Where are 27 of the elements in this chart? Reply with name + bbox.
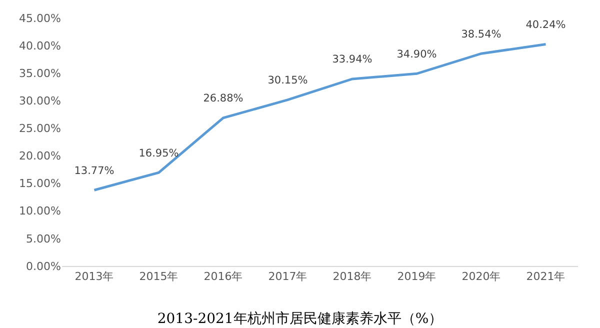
x-tick-label: 2018年 — [332, 270, 372, 284]
x-tick-label: 2017年 — [268, 270, 308, 284]
x-tick-label: 2019年 — [397, 270, 436, 284]
y-tick-label: 40.00% — [19, 39, 61, 52]
y-tick-label: 0.00% — [26, 260, 61, 273]
y-tick-label: 10.00% — [19, 204, 61, 218]
data-label: 33.94% — [332, 54, 372, 66]
x-tick-label: 2021年 — [526, 270, 566, 284]
data-label: 38.54% — [461, 28, 502, 40]
data-label: 40.24% — [526, 18, 566, 31]
x-tick-label: 2020年 — [462, 270, 501, 284]
x-tick-label: 2016年 — [204, 270, 243, 284]
y-tick-label: 45.00% — [19, 12, 61, 25]
x-tick-label: 2013年 — [74, 270, 114, 284]
data-label: 26.88% — [203, 92, 244, 105]
data-label: 13.77% — [74, 164, 114, 177]
data-label: 30.15% — [268, 74, 308, 87]
y-tick-label: 25.00% — [19, 122, 61, 136]
data-label: 34.90% — [396, 48, 437, 60]
y-tick-label: 30.00% — [19, 94, 61, 108]
text: 2013-2021年杭州市居民健康素养水平（%） — [157, 311, 443, 328]
data-label: 16.95% — [138, 147, 179, 160]
y-tick-label: 15.00% — [19, 177, 61, 190]
x-tick-label: 2015年 — [139, 270, 178, 284]
y-tick-label: 35.00% — [19, 66, 61, 80]
y-tick-label: 20.00% — [19, 150, 61, 163]
y-tick-label: 5.00% — [26, 232, 61, 246]
